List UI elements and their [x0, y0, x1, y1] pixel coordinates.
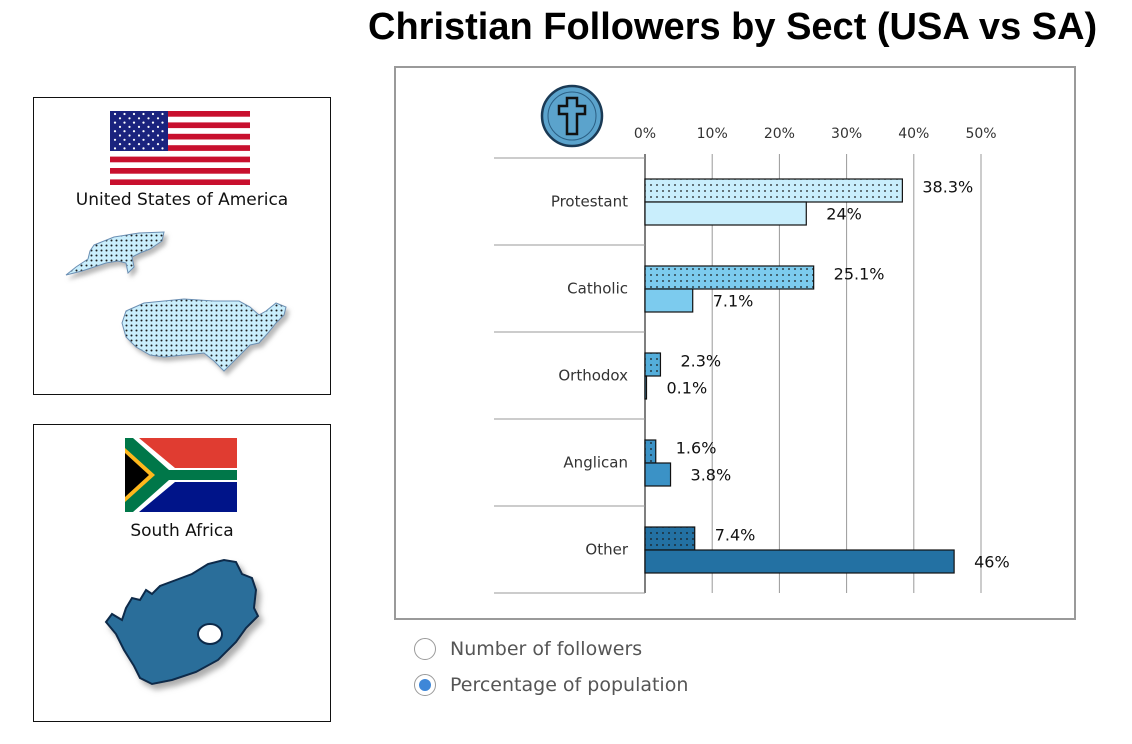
- bar-sa-anglican: [644, 462, 672, 487]
- data-label-sa: 46%: [974, 553, 1010, 572]
- data-label-sa: 7.1%: [713, 292, 754, 311]
- x-tick-label: 30%: [831, 126, 862, 142]
- x-tick-label: 40%: [898, 126, 929, 142]
- us-flag-icon: [110, 111, 250, 185]
- south-africa-flag-icon: [125, 438, 237, 512]
- page-title: Christian Followers by Sect (USA vs SA): [368, 6, 1098, 48]
- south-africa-label: South Africa: [130, 521, 234, 541]
- usa-label: United States of America: [75, 190, 289, 210]
- category-label: Catholic: [567, 280, 628, 298]
- category-label: Orthodox: [558, 367, 628, 385]
- category-label: Anglican: [563, 454, 628, 472]
- data-label-usa: 25.1%: [834, 265, 885, 284]
- bar-usa-anglican: [644, 439, 657, 464]
- x-tick-label: 20%: [764, 126, 795, 142]
- usa-map-icon: [65, 231, 287, 372]
- data-label-usa: 7.4%: [715, 526, 756, 545]
- bar-sa-other: [644, 549, 955, 574]
- data-label-usa: 38.3%: [922, 178, 973, 197]
- x-tick-label: 10%: [697, 126, 728, 142]
- data-label-usa: 2.3%: [680, 352, 721, 371]
- radio-button-followers[interactable]: [414, 638, 436, 660]
- bar-usa-orthodox: [644, 352, 662, 377]
- x-tick-label: 50%: [965, 126, 996, 142]
- chart-frame: 0% 10% 20% 30% 40% 50% Protestant Catholic Orth…: [394, 66, 1076, 620]
- bar-usa-catholic: [644, 265, 815, 290]
- bar-usa-other: [644, 526, 696, 551]
- radio-label-percentage: Percentage of population: [450, 674, 689, 696]
- bar-sa-protestant: [644, 201, 807, 226]
- bar-chart: 0% 10% 20% 30% 40% 50% Protestant Catholic Orth…: [494, 84, 1010, 594]
- category-label: Protestant: [551, 193, 628, 211]
- south-africa-panel[interactable]: South Africa: [33, 424, 331, 722]
- cross-icon: [540, 84, 604, 148]
- south-africa-map-icon: [104, 558, 260, 686]
- data-label-sa: 3.8%: [691, 466, 732, 485]
- bar-sa-orthodox: [644, 375, 648, 400]
- category-label: Other: [585, 541, 628, 559]
- usa-panel[interactable]: United States of America: [33, 97, 331, 395]
- x-tick-label: 0%: [634, 126, 656, 142]
- radio-number-of-followers[interactable]: Number of followers: [414, 638, 642, 660]
- radio-percentage-of-population[interactable]: Percentage of population: [414, 674, 688, 696]
- bar-usa-protestant: [644, 178, 903, 203]
- radio-label-followers: Number of followers: [450, 638, 643, 660]
- data-label-sa: 0.1%: [667, 379, 708, 398]
- bar-sa-catholic: [644, 288, 694, 313]
- data-label-sa: 24%: [826, 205, 862, 224]
- data-label-usa: 1.6%: [676, 439, 717, 458]
- radio-button-percentage[interactable]: [414, 674, 436, 696]
